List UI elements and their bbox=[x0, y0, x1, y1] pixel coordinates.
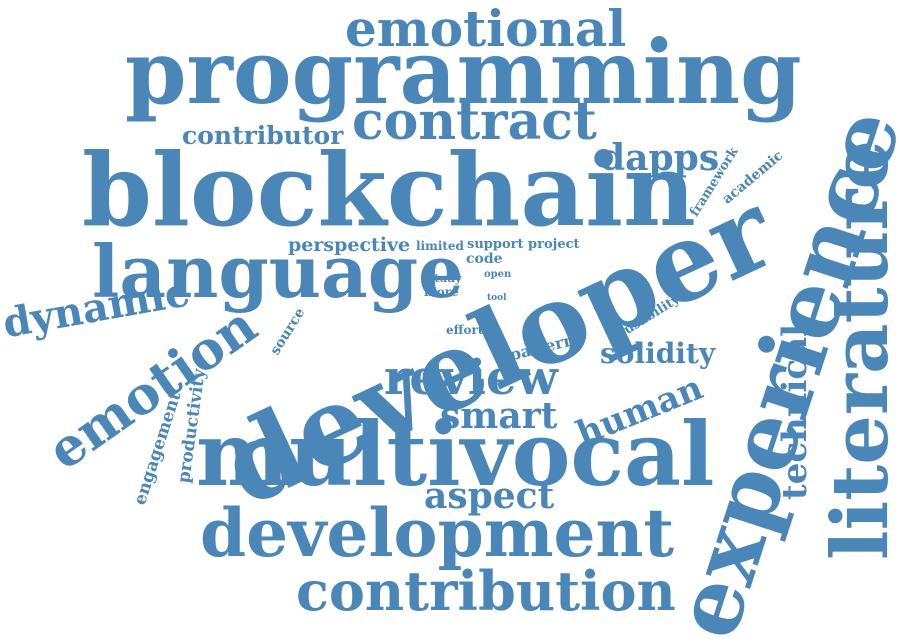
word-development: development bbox=[200, 494, 675, 572]
word-tool: tool bbox=[487, 293, 507, 303]
word-perspective: perspective bbox=[288, 234, 411, 256]
word-contract: contract bbox=[352, 91, 597, 152]
word-contributor: contributor bbox=[182, 121, 344, 150]
word-literature: literature bbox=[815, 139, 900, 560]
word-aspect: aspect bbox=[424, 475, 555, 517]
word-open: open bbox=[484, 269, 512, 280]
word-technical: technical bbox=[775, 323, 815, 500]
word-solidity: solidity bbox=[600, 337, 716, 370]
word-contribution: contribution bbox=[296, 559, 676, 623]
word-limited: limited bbox=[416, 239, 464, 253]
word-more: more bbox=[424, 285, 459, 299]
word-multivocal: multivocal bbox=[196, 402, 715, 506]
word-smart: smart bbox=[440, 395, 558, 437]
word-project: project bbox=[528, 237, 580, 252]
word-review: review bbox=[384, 350, 558, 406]
word-language: language bbox=[92, 229, 464, 314]
word-code: code bbox=[466, 251, 503, 267]
word-programming: programming bbox=[125, 20, 802, 124]
word-study: study bbox=[428, 272, 462, 285]
word-dapps: dapps bbox=[600, 137, 720, 179]
word-effort: effort bbox=[446, 323, 484, 337]
word-dynamic: dynamic bbox=[0, 268, 193, 348]
word-support: support bbox=[467, 237, 524, 252]
word-blockchain: blockchain bbox=[82, 131, 696, 249]
word-emotional: emotional bbox=[345, 0, 627, 58]
